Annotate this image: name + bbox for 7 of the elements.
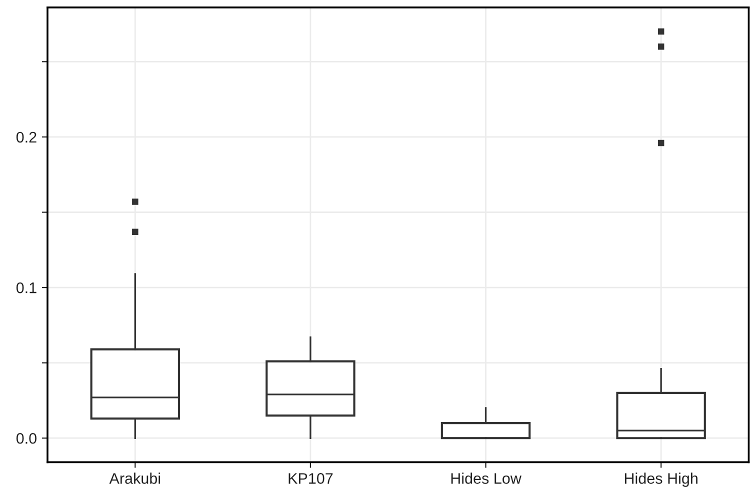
- y-tick-label: 0.1: [16, 282, 36, 294]
- x-tick-label: KP107: [288, 473, 333, 484]
- y-tick-label: 0.2: [16, 132, 36, 143]
- y-tick-label: 0.0: [16, 432, 36, 444]
- x-tick-label: Arakubi: [109, 472, 160, 484]
- x-tick-label: Hides Low: [451, 472, 522, 484]
- x-tick-label: Hides High: [624, 472, 698, 487]
